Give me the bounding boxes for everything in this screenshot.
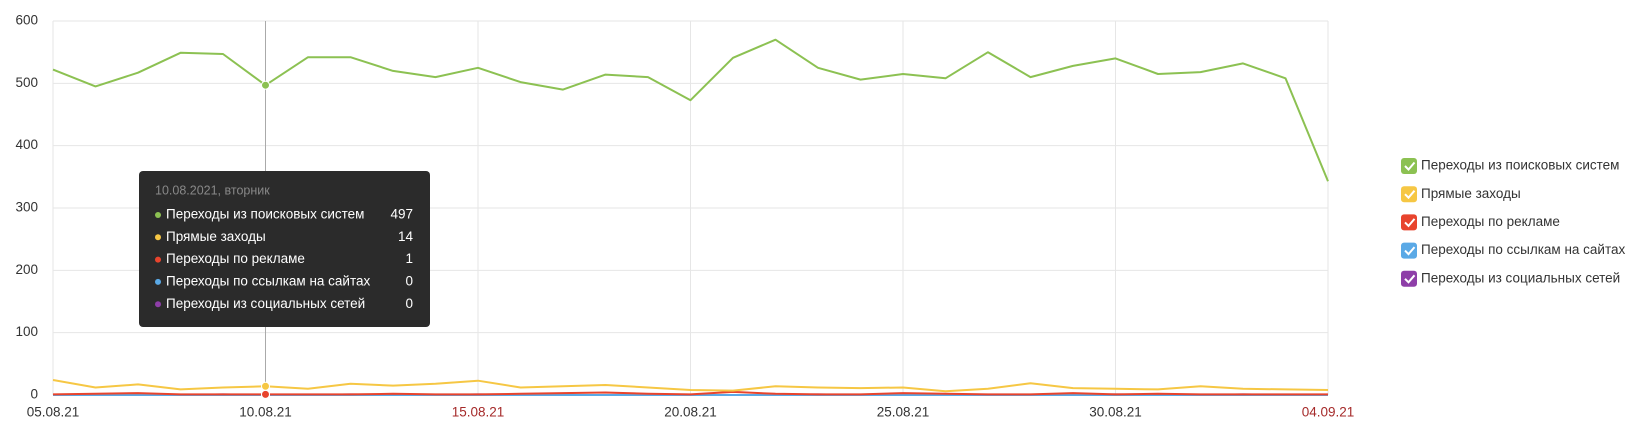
tooltip-dot — [155, 212, 161, 218]
tooltip-dot — [155, 234, 161, 241]
legend-label: Прямые заходы — [1421, 186, 1521, 201]
tooltip-value: 14 — [398, 229, 414, 244]
x-tick-label: 25.08.21 — [877, 405, 930, 420]
legend-label: Переходы из социальных сетей — [1421, 270, 1620, 285]
x-tick-label: 15.08.21 — [452, 405, 505, 420]
legend-label: Переходы из поисковых систем — [1421, 158, 1619, 173]
x-tick-label: 05.08.21 — [27, 405, 80, 420]
x-tick-label: 04.09.21 — [1302, 405, 1355, 420]
y-tick-label: 400 — [15, 137, 38, 152]
legend-checkbox — [1401, 214, 1417, 231]
tooltip-dot — [155, 301, 161, 308]
tooltip-title: 10.08.2021, вторник — [155, 183, 270, 197]
legend-check — [1404, 274, 1416, 284]
tooltip-value: 1 — [405, 251, 413, 266]
y-tick-label: 100 — [15, 324, 38, 339]
legend-checkbox — [1401, 186, 1417, 203]
x-tick-label: 20.08.21 — [664, 405, 717, 420]
y-tick-label: 500 — [15, 75, 38, 90]
tooltip-box — [139, 171, 430, 327]
tooltip-value: 0 — [405, 273, 413, 288]
legend-check — [1404, 246, 1416, 256]
hover-point — [261, 381, 270, 391]
tooltip-series-name: Переходы по ссылкам на сайтах — [166, 273, 371, 288]
x-tick-label: 10.08.21 — [239, 405, 292, 420]
tooltip-series-name: Прямые заходы — [166, 229, 266, 244]
tooltip-series-name: Переходы из социальных сетей — [166, 296, 365, 311]
tooltip-value: 497 — [390, 207, 413, 222]
legend-label: Переходы по рекламе — [1421, 214, 1560, 229]
hover-point — [261, 389, 270, 399]
legend-checkbox — [1401, 158, 1417, 174]
y-tick-label: 600 — [15, 13, 38, 28]
tooltip-dot — [155, 256, 161, 263]
legend-check — [1404, 218, 1416, 228]
y-tick-label: 300 — [15, 200, 38, 215]
tooltip-value: 0 — [405, 296, 413, 311]
y-tick-label: 200 — [15, 262, 38, 277]
legend-check — [1404, 161, 1416, 171]
x-tick-label: 30.08.21 — [1089, 405, 1142, 420]
tooltip-series-name: Переходы из поисковых систем — [166, 207, 364, 222]
tooltip-series-name: Переходы по рекламе — [166, 251, 305, 266]
hover-point — [261, 80, 270, 90]
legend-checkbox — [1401, 242, 1417, 259]
legend-check — [1404, 190, 1416, 200]
tooltip-dot — [155, 278, 161, 285]
y-tick-label: 0 — [30, 387, 38, 402]
tooltip: 10.08.2021, вторник Переходы из поисковых… — [139, 171, 430, 327]
legend-label: Переходы по ссылкам на сайтах — [1421, 242, 1626, 257]
legend-checkbox — [1401, 270, 1417, 287]
